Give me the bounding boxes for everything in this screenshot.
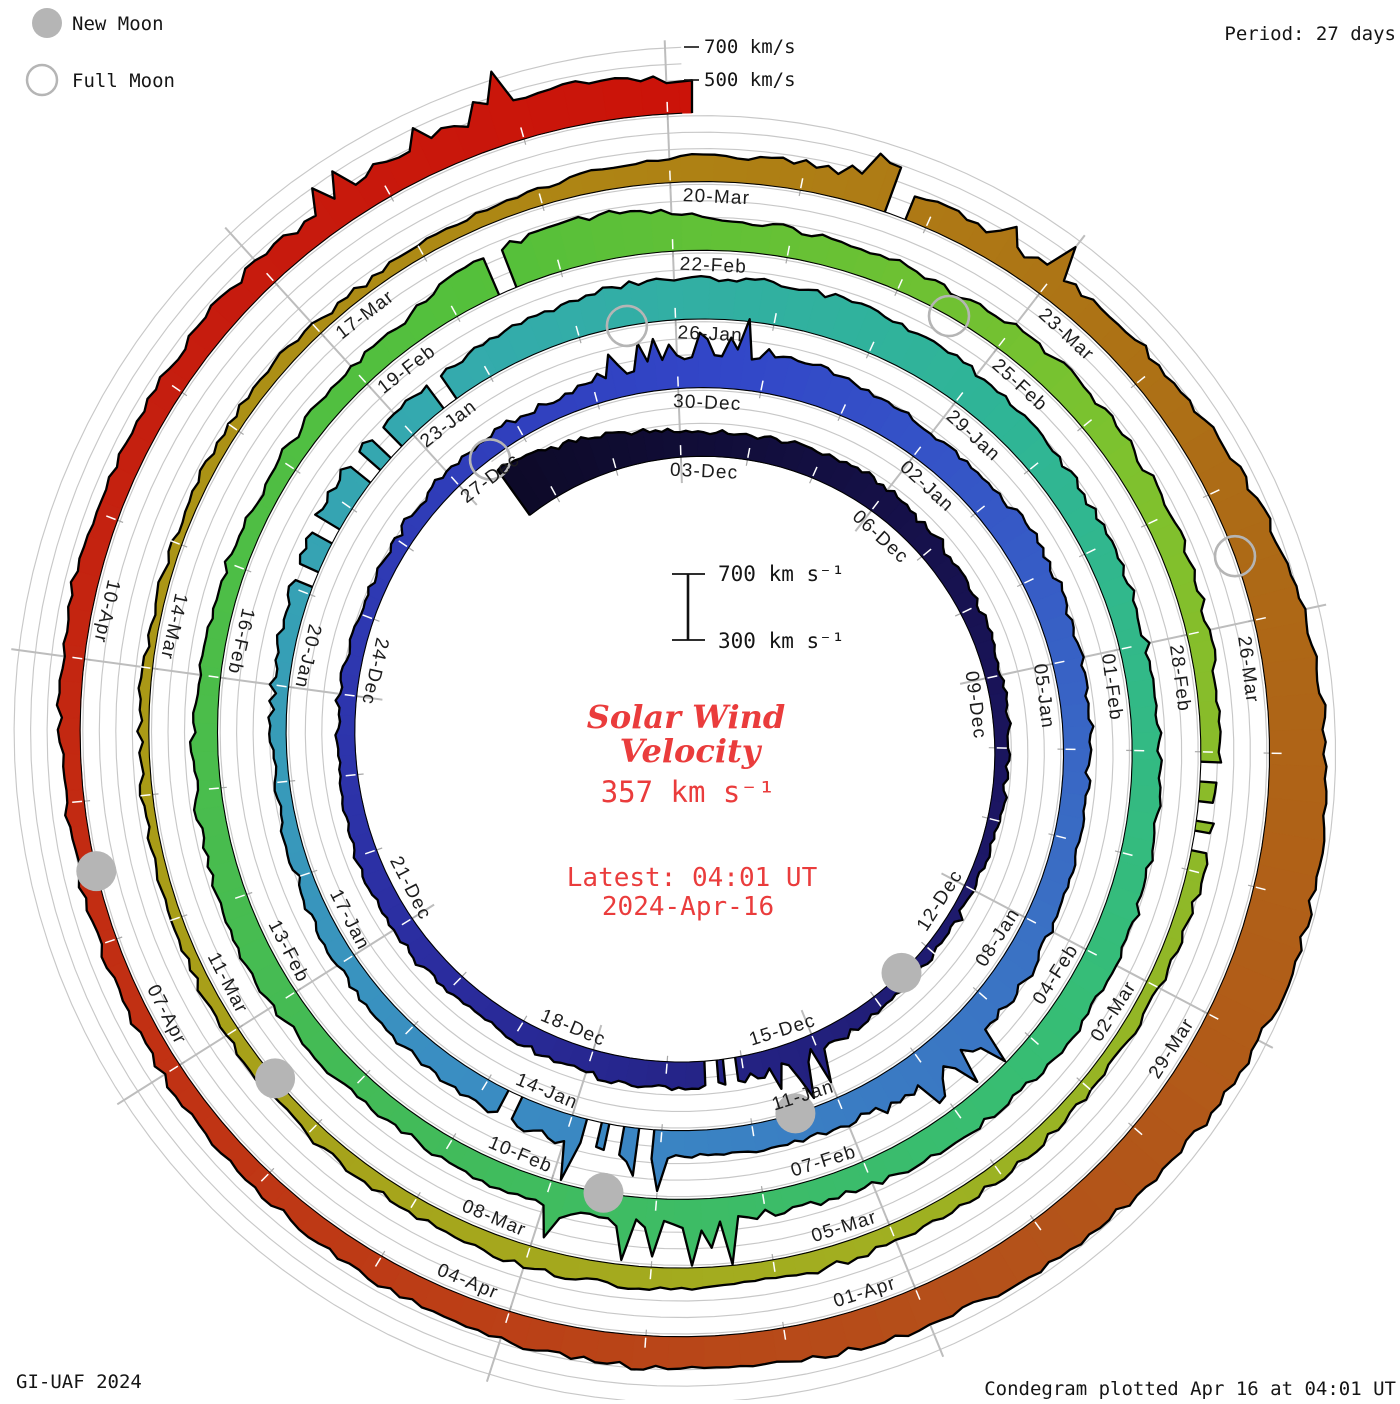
date-label: 20-Mar	[682, 185, 750, 209]
velocity-fill-segment	[668, 1336, 705, 1369]
velocity-fill-segment	[681, 154, 715, 182]
latest-time-label: Latest: 04:01 UT	[567, 863, 818, 893]
velocity-fill-segment	[994, 730, 1009, 748]
velocity-fill-segment	[1267, 693, 1326, 731]
velocity-fill-segment	[1268, 764, 1327, 803]
date-label: 03-Dec	[670, 460, 739, 484]
velocity-fill-segment	[738, 1330, 777, 1367]
velocity-fill-segment	[1057, 680, 1088, 706]
new-moon-marker	[584, 1173, 624, 1213]
axis-700-label: 700 km/s	[704, 36, 796, 58]
new-moon-marker	[882, 953, 922, 993]
velocity-fill-segment	[1063, 726, 1094, 749]
new-moon-label: New Moon	[72, 13, 164, 35]
velocity-fill-segment	[631, 1335, 669, 1370]
velocity-fill-segment	[707, 1128, 732, 1155]
day-tick-overlay	[656, 1201, 657, 1211]
velocity-fill-segment	[683, 276, 710, 319]
velocity-fill-segment	[1131, 759, 1162, 788]
velocity-fill-segment	[198, 665, 222, 696]
velocity-fill-segment	[645, 1060, 667, 1086]
chart-title-line2: Velocity	[620, 732, 763, 770]
day-tick-overlay	[645, 1338, 646, 1348]
chart-title-line1: Solar Wind	[587, 698, 786, 736]
velocity-fill-segment	[340, 673, 359, 696]
velocity-fill-segment	[746, 157, 783, 187]
velocity-fill-segment	[685, 1061, 705, 1089]
velocity-fill-segment	[680, 431, 698, 457]
current-velocity-value: 357 km s⁻¹	[601, 775, 776, 809]
scale-bar-top-label: 700 km s⁻¹	[718, 562, 844, 586]
velocity-fill-segment	[679, 80, 692, 113]
full-moon-label: Full Moon	[72, 70, 175, 92]
velocity-fill-segment	[340, 775, 361, 797]
velocity-fill-segment	[1269, 730, 1326, 767]
date-label: 26-Jan	[677, 322, 743, 346]
day-tick-overlay	[650, 1269, 651, 1279]
plotted-timestamp: Condegram plotted Apr 16 at 04:01 UT	[984, 1378, 1396, 1400]
period-label: Period: 27 days	[1224, 23, 1396, 45]
velocity-fill-segment	[1127, 679, 1157, 708]
date-label: 22-Feb	[679, 254, 747, 278]
new-moon-icon	[32, 8, 62, 38]
day-tick-overlay	[209, 788, 219, 789]
velocity-fill-segment	[711, 219, 743, 252]
velocity-fill-segment	[1129, 785, 1161, 815]
latest-date-label: 2024-Apr-16	[602, 892, 774, 922]
velocity-fill-segment	[665, 1062, 686, 1090]
velocity-fill-segment	[662, 429, 681, 459]
velocity-fill-segment	[620, 211, 654, 256]
velocity-fill-segment	[651, 210, 683, 253]
day-tick-overlay	[666, 1064, 667, 1074]
new-moon-marker	[255, 1058, 295, 1098]
axis-500-label: 500 km/s	[704, 69, 796, 91]
velocity-fill-segment	[1263, 657, 1320, 698]
velocity-fill-segment	[704, 1334, 741, 1368]
velocity-fill-segment	[682, 214, 713, 251]
velocity-fill-segment	[563, 81, 607, 127]
velocity-fill-segment	[740, 222, 773, 254]
credit-label: GI-UAF 2024	[16, 1371, 142, 1393]
day-tick-overlay	[661, 1132, 662, 1142]
velocity-fill-segment	[656, 279, 684, 322]
scale-bar-bottom-label: 300 km s⁻¹	[718, 629, 844, 653]
velocity-fill-segment	[1201, 732, 1222, 763]
day-tick-overlay	[72, 801, 82, 802]
new-moon-marker	[76, 851, 116, 891]
day-tick-overlay	[277, 781, 287, 782]
velocity-fill-segment	[602, 78, 644, 120]
velocity-fill-segment	[671, 1268, 703, 1290]
velocity-fill-segment	[698, 431, 717, 456]
day-tick-overlay	[141, 795, 151, 796]
velocity-fill-segment	[708, 277, 736, 320]
date-label: 30-Dec	[673, 391, 742, 415]
velocity-fill-segment	[639, 1267, 672, 1290]
velocity-fill-segment	[684, 1130, 708, 1158]
day-tick-overlay	[346, 775, 356, 776]
